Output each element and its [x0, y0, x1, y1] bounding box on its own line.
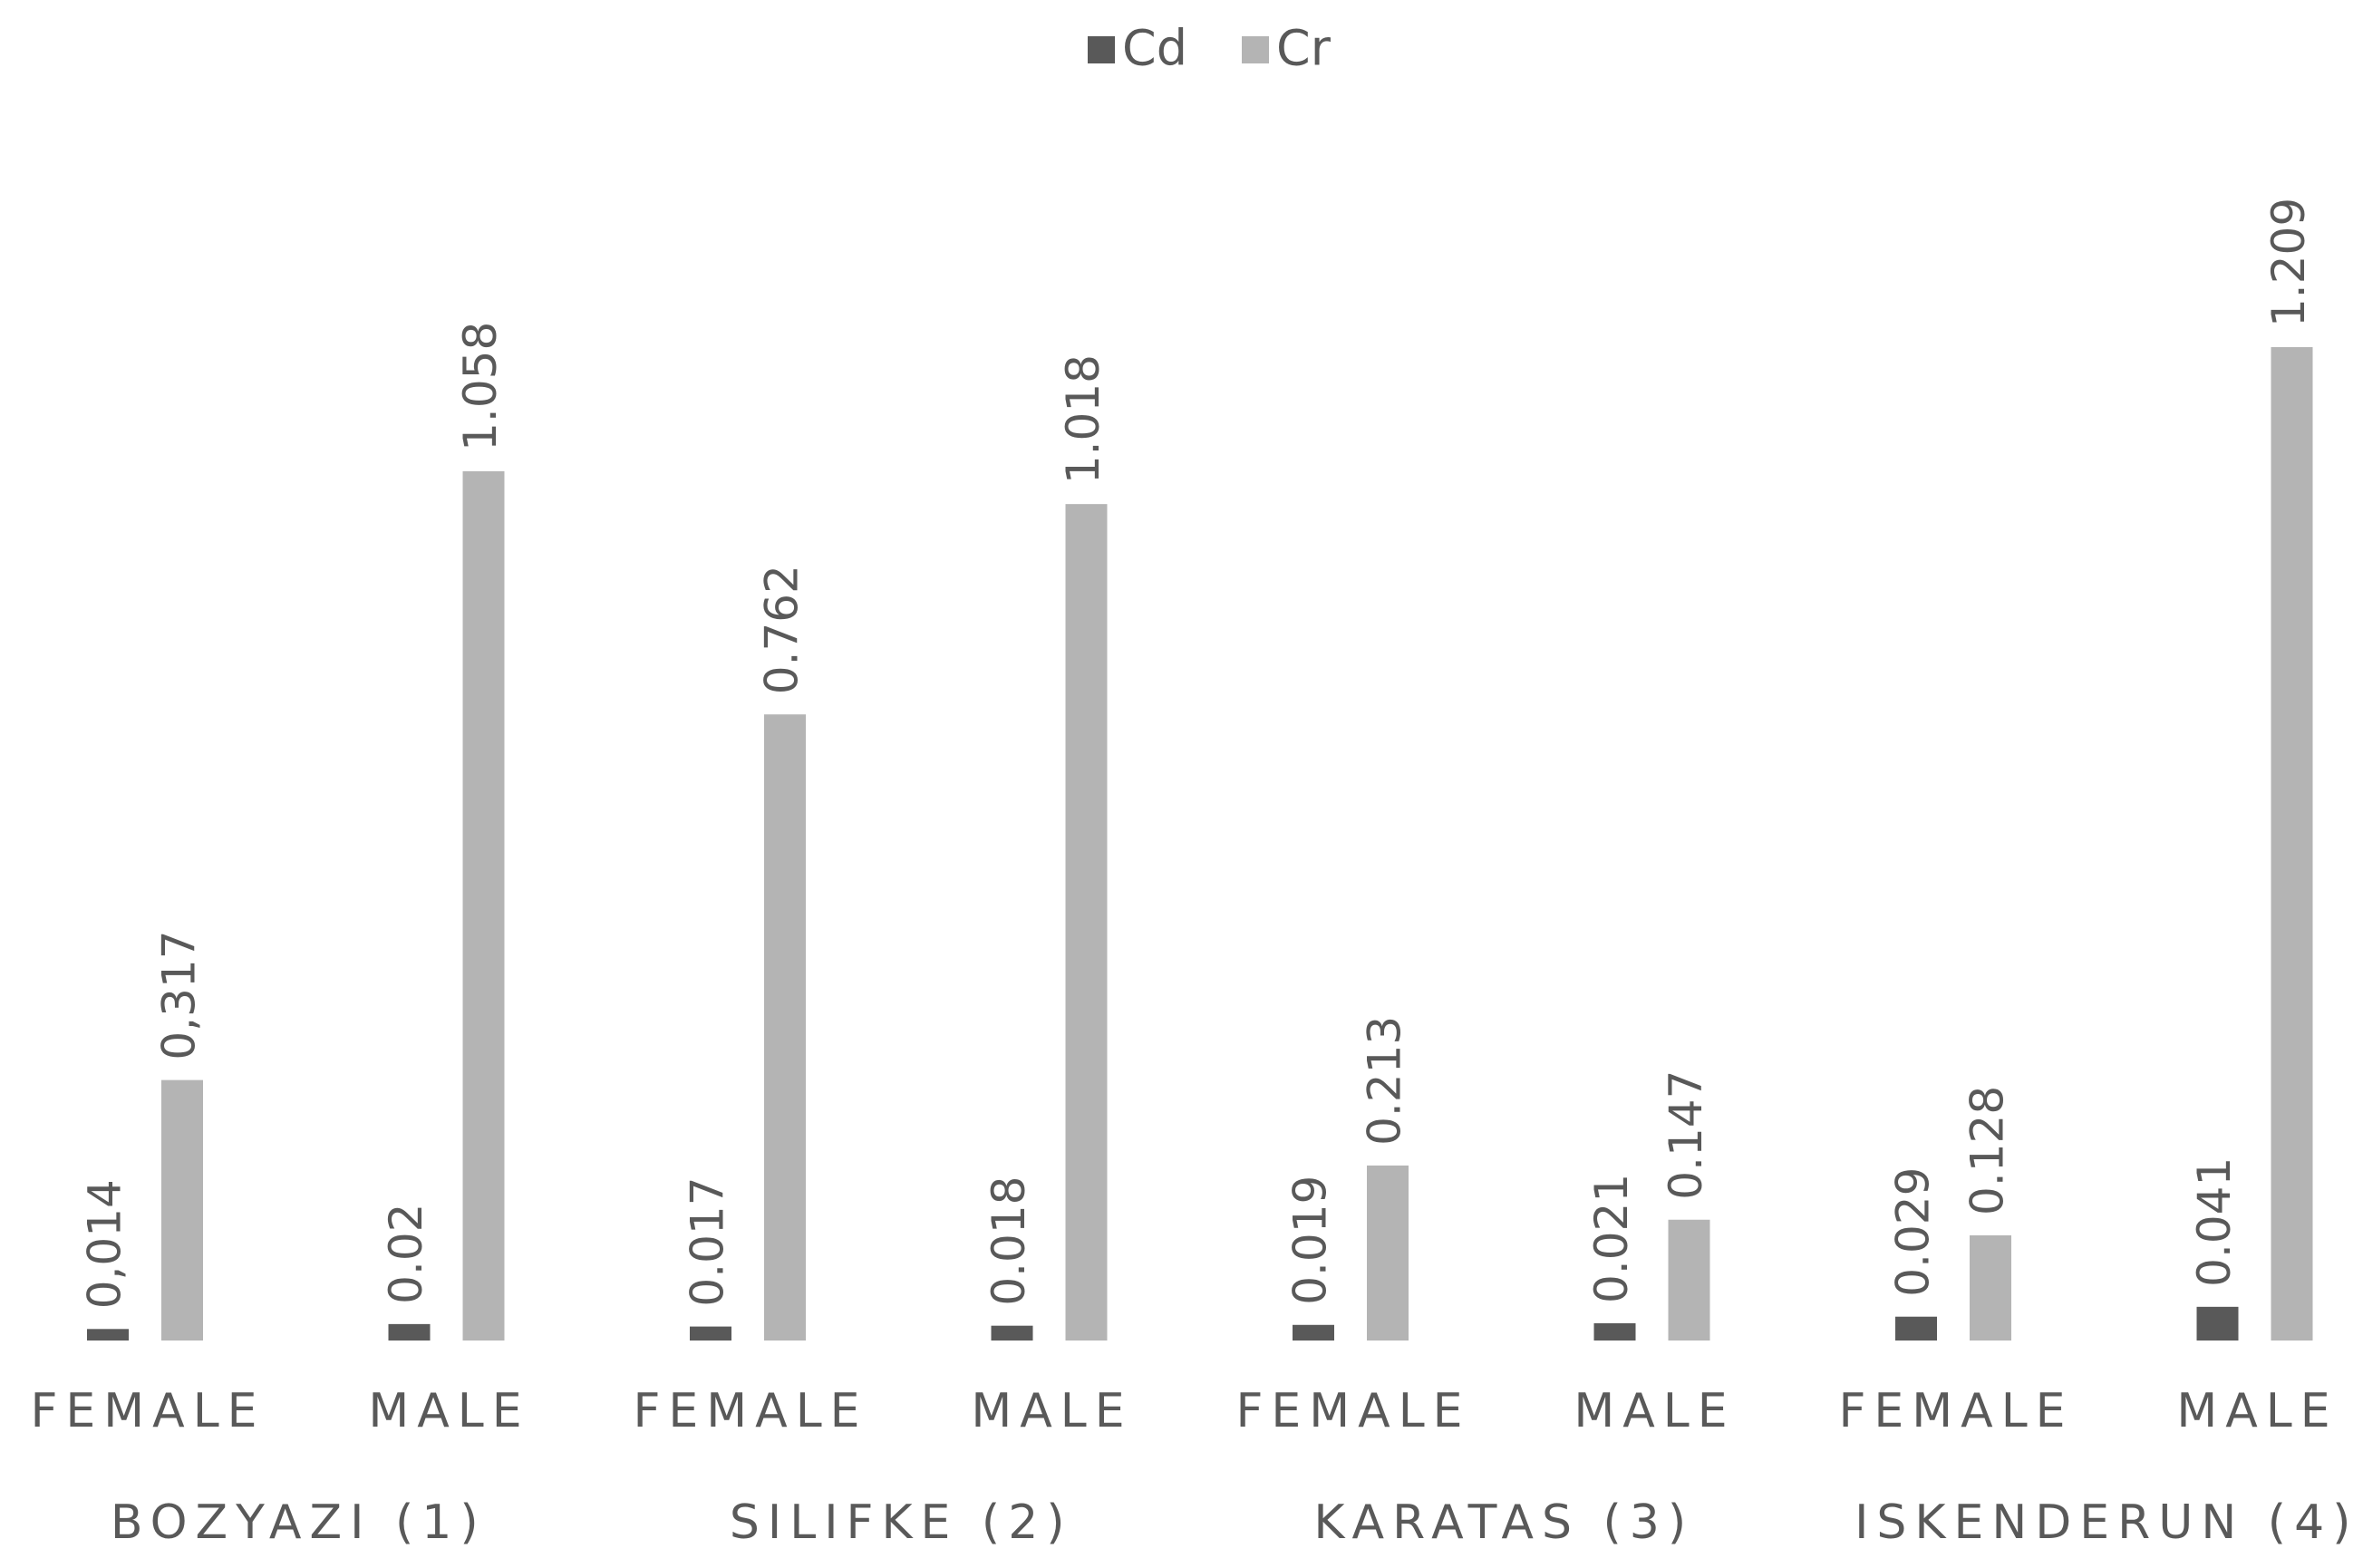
group-label: BOZYAZI (1): [111, 1495, 487, 1550]
bar: [1065, 504, 1108, 1341]
value-label: 0.762: [756, 565, 809, 694]
value-label: 0,014: [79, 1179, 131, 1309]
value-label: 0.019: [1284, 1176, 1337, 1305]
bar: [1293, 1324, 1334, 1341]
x-tick-label: FEMALE: [1838, 1384, 2073, 1438]
bar: [1593, 1322, 1636, 1341]
x-tick-label: MALE: [971, 1384, 1132, 1438]
value-label: 0.017: [682, 1176, 734, 1306]
value-label: 0,317: [153, 930, 206, 1060]
bar: [1668, 1219, 1710, 1341]
value-label: 0.128: [1961, 1086, 2014, 1215]
x-tick-label: MALE: [368, 1384, 529, 1438]
bar: [388, 1323, 431, 1341]
x-tick-label: FEMALE: [1235, 1384, 1470, 1438]
legend-swatch: [1242, 36, 1269, 63]
legend-swatch: [1088, 36, 1115, 63]
bar: [764, 714, 806, 1341]
bar: [1367, 1165, 1409, 1341]
group-label: ISKENDERUN (4): [1855, 1495, 2358, 1550]
legend-label: Cr: [1276, 20, 1332, 77]
value-label: 0.02: [380, 1204, 432, 1304]
bar: [2196, 1306, 2239, 1341]
value-label: 0.021: [1585, 1174, 1638, 1303]
bar: [462, 470, 505, 1341]
bar: [1895, 1316, 1937, 1341]
bar: [690, 1326, 731, 1341]
value-label: 1.018: [1057, 354, 1109, 484]
group-label: KARATAS (3): [1313, 1495, 1694, 1550]
x-tick-label: FEMALE: [30, 1384, 265, 1438]
group-label: SILIFKE (2): [730, 1495, 1073, 1550]
value-label: 1.209: [2262, 198, 2315, 327]
x-tick-label: MALE: [2176, 1384, 2338, 1438]
bar: [87, 1329, 129, 1341]
value-label: 1.058: [454, 322, 507, 451]
bar: [161, 1079, 203, 1341]
bar: [2271, 347, 2313, 1341]
value-label: 0.041: [2188, 1157, 2241, 1287]
legend-label: Cd: [1122, 20, 1187, 77]
bar: [991, 1325, 1033, 1341]
value-label: 0.018: [983, 1176, 1035, 1306]
value-label: 0.029: [1887, 1167, 1940, 1297]
value-label: 0.147: [1660, 1070, 1712, 1200]
x-tick-label: FEMALE: [633, 1384, 867, 1438]
x-tick-label: MALE: [1574, 1384, 1735, 1438]
value-label: 0.213: [1359, 1016, 1411, 1146]
bar: [1970, 1234, 2011, 1341]
